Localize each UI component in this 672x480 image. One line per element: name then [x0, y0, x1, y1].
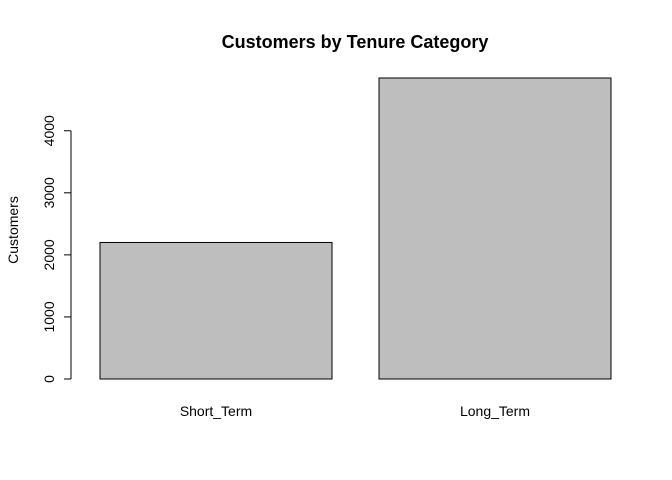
y-tick-label: 1000: [41, 301, 57, 332]
y-tick-label: 4000: [41, 115, 57, 146]
y-axis: 0 1000 2000 3000 4000: [41, 115, 72, 383]
x-axis-labels: Short_Term Long_Term: [180, 403, 530, 419]
y-tick-label: 3000: [41, 177, 57, 208]
y-tick-label: 0: [41, 375, 57, 383]
bar-long-term: [378, 77, 612, 380]
chart-title: Customers by Tenure Category: [222, 32, 489, 52]
y-tick-label: 2000: [41, 239, 57, 270]
bar-short-term: [99, 241, 333, 380]
y-axis-label: Customers: [5, 196, 21, 264]
bars-group: [99, 77, 612, 380]
x-category-label: Long_Term: [460, 403, 530, 419]
x-category-label: Short_Term: [180, 403, 252, 419]
